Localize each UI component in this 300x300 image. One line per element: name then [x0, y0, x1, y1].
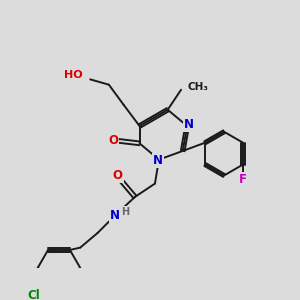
Text: HO: HO — [64, 70, 82, 80]
Text: O: O — [108, 134, 118, 147]
Text: H: H — [122, 207, 130, 217]
Text: O: O — [112, 169, 123, 182]
Text: N: N — [184, 118, 194, 131]
Text: CH₃: CH₃ — [188, 82, 209, 92]
Text: F: F — [239, 173, 247, 186]
Text: Cl: Cl — [27, 289, 40, 300]
Text: N: N — [110, 209, 120, 222]
Text: N: N — [153, 154, 163, 167]
